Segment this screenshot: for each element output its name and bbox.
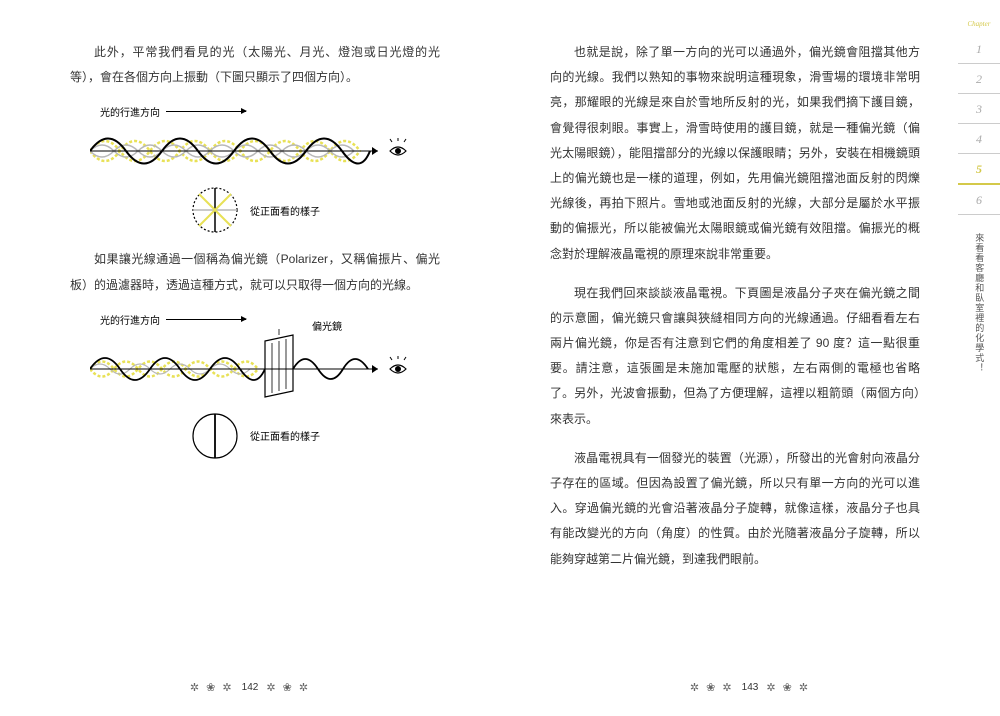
multiwave-svg (90, 121, 410, 181)
direction-label-2: 光的行進方向 (100, 312, 160, 327)
front-view-label-2: 從正面看的樣子 (250, 428, 320, 443)
footer-ornament-left-icon: ✲ ❀ ✲ (190, 681, 234, 694)
sidebar-numbers: 1 2 3 4 5 6 (958, 36, 1000, 215)
sidebar-num-6[interactable]: 6 (958, 187, 1000, 215)
direction-arrow-2 (166, 319, 246, 320)
sidebar-vertical-title: 來看看客廳和臥室裡的化學式！ (972, 233, 986, 373)
sidebar-chapter-label: Chapter (968, 20, 991, 28)
sidebar-num-3[interactable]: 3 (958, 96, 1000, 124)
sidebar-num-4[interactable]: 4 (958, 126, 1000, 154)
front-view-2: 從正面看的樣子 (70, 411, 440, 461)
footer-ornament-right-icon: ✲ ❀ ✲ (766, 681, 810, 694)
front-view-label-1: 從正面看的樣子 (250, 203, 320, 218)
footer-ornament-left-icon: ✲ ❀ ✲ (690, 681, 734, 694)
left-para-2: 如果讓光線通過一個稱為偏光鏡（Polarizer，又稱偏振片、偏光板）的過濾器時… (70, 247, 440, 297)
right-para-1: 也就是說，除了單一方向的光可以通過外，偏光鏡會阻擋其他方向的光線。我們以熟知的事… (550, 40, 920, 267)
right-para-3: 液晶電視具有一個發光的裝置（光源），所發出的光會射向液晶分子存在的區域。但因為設… (550, 446, 920, 572)
right-page: 也就是說，除了單一方向的光可以通過外，偏光鏡會阻擋其他方向的光線。我們以熟知的事… (500, 0, 1000, 716)
direction-label-row-2: 光的行進方向 (100, 312, 440, 327)
diagram-polarizer: 光的行進方向 偏光鏡 (70, 312, 440, 461)
right-footer: ✲ ❀ ✲ 143 ✲ ❀ ✲ (500, 681, 1000, 694)
direction-label: 光的行進方向 (100, 104, 160, 119)
left-page-number: 142 (242, 682, 259, 693)
right-para-2: 現在我們回來談談液晶電視。下頁圖是液晶分子夾在偏光鏡之間的示意圖，偏光鏡只會讓與… (550, 281, 920, 432)
sidebar-num-1[interactable]: 1 (958, 36, 1000, 64)
sidebar-num-5[interactable]: 5 (958, 156, 1000, 185)
left-page: 此外，平常我們看見的光（太陽光、月光、燈泡或日光燈的光等），會在各個方向上振動（… (0, 0, 500, 716)
front-circle-single-icon (190, 411, 240, 461)
front-circle-icon (190, 185, 240, 235)
chapter-sidebar: Chapter 1 2 3 4 5 6 來看看客廳和臥室裡的化學式！ (958, 20, 1000, 420)
sidebar-num-2[interactable]: 2 (958, 66, 1000, 94)
polarizer-label: 偏光鏡 (312, 318, 342, 333)
left-para-1: 此外，平常我們看見的光（太陽光、月光、燈泡或日光燈的光等），會在各個方向上振動（… (70, 40, 440, 90)
left-footer: ✲ ❀ ✲ 142 ✲ ❀ ✲ (0, 681, 500, 694)
front-view-1: 從正面看的樣子 (70, 185, 440, 235)
direction-arrow (166, 111, 246, 112)
direction-label-row: 光的行進方向 (100, 104, 440, 119)
diagram-multi-direction-light: 光的行進方向 (70, 104, 440, 235)
footer-ornament-right-icon: ✲ ❀ ✲ (266, 681, 310, 694)
right-page-number: 143 (742, 682, 759, 693)
polarizer-svg (90, 329, 410, 407)
